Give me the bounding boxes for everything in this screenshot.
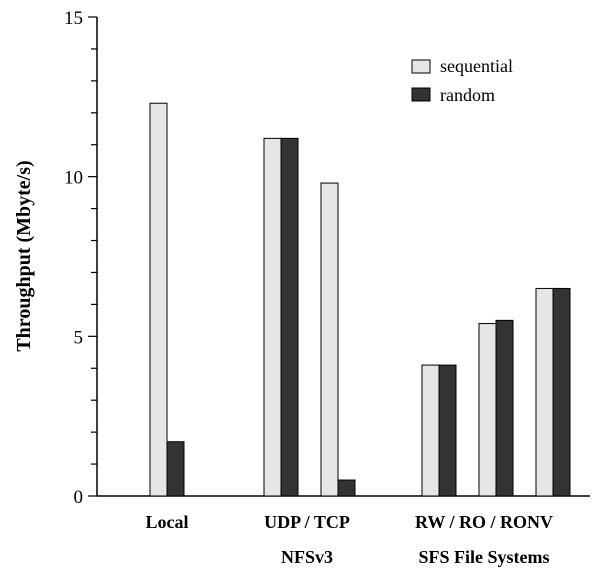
legend-label-sequential: sequential — [440, 56, 513, 76]
y-tick-label: 15 — [64, 8, 83, 29]
bar-sequential-ronv — [535, 287, 554, 497]
legend-swatch-sequential — [411, 59, 431, 74]
category-label-udp-tcp: UDP / TCP — [264, 512, 350, 532]
bar-random-rw — [438, 364, 457, 497]
y-axis-ticks: 0 5 10 15 — [64, 8, 97, 508]
category-label-local: Local — [146, 512, 189, 532]
bar-random-udp — [280, 137, 299, 497]
legend-swatch-random — [411, 87, 431, 102]
bar-random-ronv — [552, 287, 571, 497]
y-axis-title: Throughput (Mbyte/s) — [13, 160, 35, 351]
y-tick-label: 10 — [64, 168, 83, 189]
bar-random-ro — [495, 319, 514, 497]
bar-random-local — [166, 441, 185, 497]
legend: sequential random — [411, 56, 513, 105]
y-tick-label: 0 — [74, 487, 84, 508]
bars — [149, 102, 571, 497]
category-label-rw-ro-ronv: RW / RO / RONV — [415, 512, 553, 532]
group-label-nfsv3: NFSv3 — [281, 547, 333, 567]
bar-sequential-local — [149, 102, 168, 497]
plot-area: 0 5 10 15 — [64, 8, 590, 508]
bar-sequential-udp — [263, 137, 282, 497]
bar-random-tcp — [337, 479, 356, 497]
legend-label-random: random — [440, 85, 495, 105]
group-label-sfs: SFS File Systems — [418, 547, 549, 567]
y-tick-label: 5 — [74, 327, 84, 348]
bar-sequential-ro — [478, 323, 497, 497]
bar-sequential-rw — [421, 364, 440, 497]
bar-sequential-tcp — [320, 182, 339, 497]
